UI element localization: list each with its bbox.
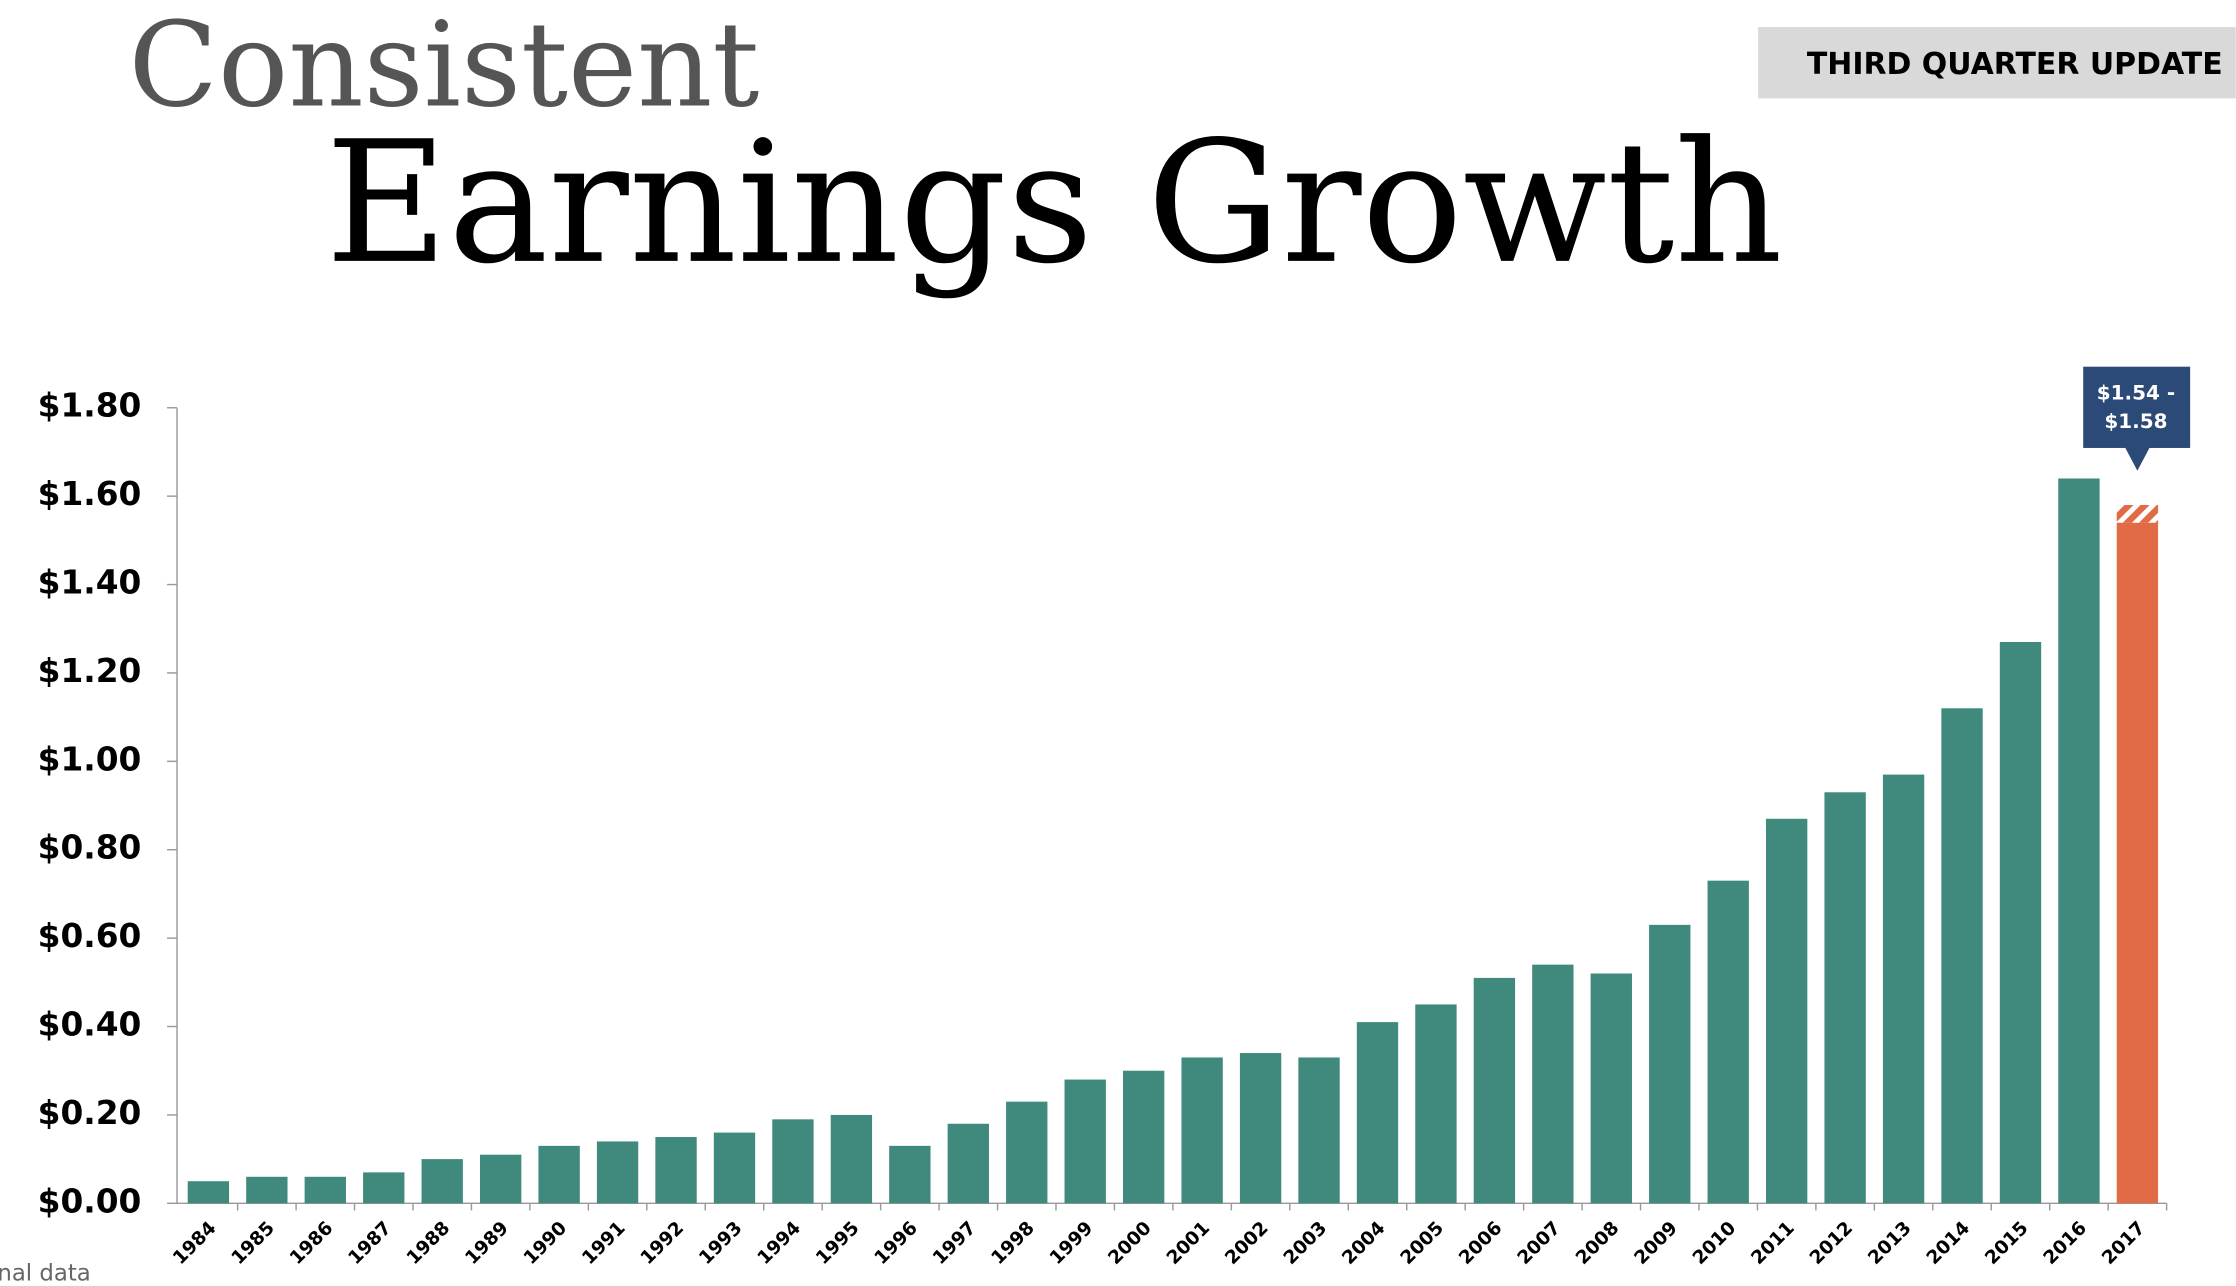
y-tick-label: $0.40 — [38, 1006, 142, 1044]
x-tick-label: 2008 — [1572, 1218, 1623, 1269]
bar — [1590, 973, 1632, 1204]
y-tick-label: $1.80 — [38, 387, 142, 425]
x-tick-label: 2014 — [1923, 1218, 1974, 1269]
bar — [1006, 1101, 1048, 1204]
x-tick-label: 2002 — [1221, 1218, 1272, 1269]
x-tick-label: 1997 — [929, 1218, 980, 1269]
bar — [1882, 774, 1925, 1204]
forecast-bar — [2116, 522, 2159, 1204]
x-tick-label: 1993 — [695, 1218, 746, 1269]
callout-text: $1.54 - — [2097, 380, 2175, 404]
x-tick-label: 1994 — [754, 1218, 805, 1269]
x-tick-label: 1986 — [286, 1218, 337, 1269]
bar — [1122, 1070, 1165, 1204]
x-tick-label: 2009 — [1631, 1218, 1682, 1269]
bar — [1473, 977, 1516, 1204]
bar — [1941, 708, 1983, 1204]
bar — [1999, 642, 2042, 1204]
bar — [1649, 924, 1691, 1204]
bar — [1356, 1022, 1399, 1204]
bar — [187, 1181, 230, 1204]
x-tick-label: 2017 — [2098, 1218, 2149, 1269]
x-tick-label: 2016 — [2040, 1218, 2091, 1269]
bar — [772, 1119, 814, 1204]
callout-pointer — [2124, 446, 2151, 471]
x-tick-label: 2003 — [1280, 1218, 1331, 1269]
bar — [1239, 1053, 1282, 1204]
y-tick-label: $0.20 — [38, 1094, 142, 1132]
x-tick-label: 2006 — [1455, 1218, 1506, 1269]
bar — [304, 1176, 346, 1204]
x-tick-label: 2005 — [1397, 1218, 1448, 1269]
bar — [1064, 1079, 1106, 1204]
bar — [655, 1137, 697, 1204]
x-tick-label: 1992 — [637, 1218, 688, 1269]
y-tick-label: $1.40 — [38, 564, 142, 602]
x-tick-label: 1995 — [812, 1218, 863, 1269]
callout-text: $1.58 — [2104, 409, 2167, 433]
x-tick-label: 1989 — [461, 1218, 512, 1269]
x-tick-label: 1998 — [988, 1218, 1039, 1269]
y-tick-label: $1.60 — [38, 475, 142, 513]
x-tick-label: 1984 — [169, 1218, 220, 1269]
bar — [2058, 478, 2100, 1204]
bar — [1707, 880, 1749, 1204]
bar — [1181, 1057, 1223, 1204]
forecast-range — [2116, 504, 2159, 523]
bar — [421, 1159, 463, 1204]
x-tick-label: 1991 — [578, 1218, 629, 1269]
bar — [830, 1114, 873, 1204]
bar — [889, 1145, 931, 1204]
x-tick-label: 1996 — [871, 1218, 922, 1269]
y-tick-label: $0.00 — [38, 1182, 142, 1220]
x-tick-label: 1990 — [520, 1218, 571, 1269]
bar — [1532, 964, 1574, 1204]
bar — [363, 1172, 405, 1204]
title-line1: Consistent — [129, 0, 760, 134]
x-tick-label: 2015 — [1981, 1218, 2032, 1269]
bar — [947, 1123, 989, 1204]
bar — [1824, 792, 1866, 1204]
footnote: nal data — [0, 1260, 91, 1286]
x-tick-label: 2013 — [1864, 1218, 1915, 1269]
x-tick-label: 2010 — [1689, 1218, 1740, 1269]
x-tick-label: 2001 — [1163, 1218, 1214, 1269]
y-tick-label: $0.80 — [38, 829, 142, 867]
x-tick-label: 2007 — [1514, 1218, 1565, 1269]
bar — [538, 1145, 580, 1204]
callout-box — [2083, 366, 2191, 448]
bar — [479, 1154, 522, 1204]
x-tick-label: 1999 — [1046, 1218, 1097, 1269]
bar — [246, 1176, 288, 1204]
badge — [1758, 27, 2236, 99]
bar — [1298, 1057, 1340, 1204]
title-line2: Earnings Growth — [325, 105, 1782, 301]
bar — [1415, 1004, 1457, 1204]
x-tick-label: 2004 — [1338, 1218, 1389, 1269]
x-tick-label: 1985 — [228, 1218, 279, 1269]
bar — [1765, 818, 1808, 1204]
bar — [596, 1141, 639, 1204]
x-tick-label: 2011 — [1747, 1218, 1798, 1269]
bar — [713, 1132, 756, 1204]
x-tick-label: 2012 — [1806, 1218, 1857, 1269]
y-tick-label: $1.00 — [38, 740, 142, 778]
x-tick-label: 1987 — [345, 1218, 396, 1269]
badge-text: THIRD QUARTER UPDATE — [1807, 47, 2223, 82]
x-tick-label: 1988 — [403, 1218, 454, 1269]
y-tick-label: $1.20 — [38, 652, 142, 690]
x-tick-label: 2000 — [1104, 1218, 1155, 1269]
y-tick-label: $0.60 — [38, 917, 142, 955]
